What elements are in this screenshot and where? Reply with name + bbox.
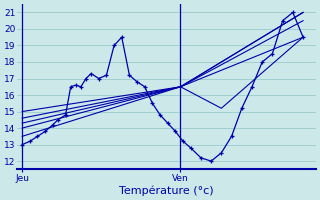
X-axis label: Température (°c): Température (°c): [119, 185, 214, 196]
